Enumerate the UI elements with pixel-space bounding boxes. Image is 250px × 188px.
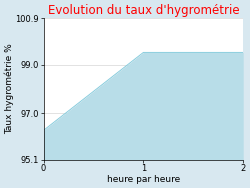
Y-axis label: Taux hygrométrie %: Taux hygrométrie % [4, 44, 14, 134]
X-axis label: heure par heure: heure par heure [107, 175, 180, 184]
Title: Evolution du taux d'hygrométrie: Evolution du taux d'hygrométrie [48, 4, 239, 17]
